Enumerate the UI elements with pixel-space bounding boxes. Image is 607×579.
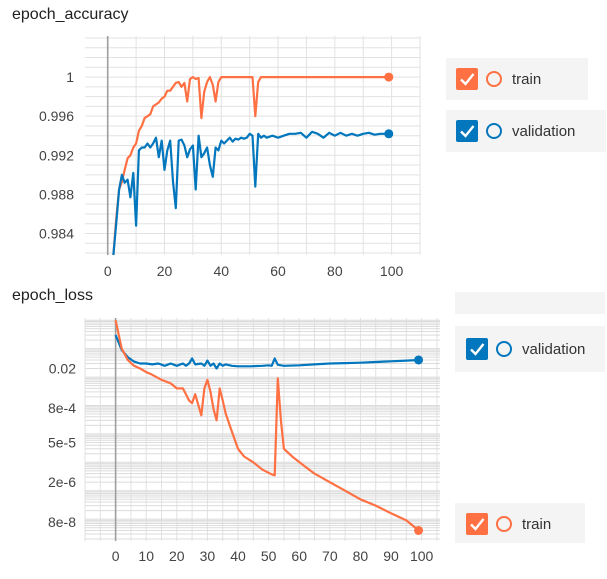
x-tick-label: 90 bbox=[383, 548, 399, 564]
series-train bbox=[114, 319, 424, 535]
validation-checkbox[interactable] bbox=[456, 120, 478, 142]
x-tick-label: 80 bbox=[327, 263, 343, 279]
series-end-point-train bbox=[384, 72, 394, 82]
x-tick-label: 20 bbox=[157, 263, 173, 279]
grid bbox=[85, 36, 421, 255]
series-validation bbox=[114, 334, 424, 370]
legend-label-train: train bbox=[522, 515, 552, 533]
train-checkbox[interactable] bbox=[466, 513, 488, 535]
accuracy-chart-title: epoch_accuracy bbox=[12, 6, 129, 23]
series-line-validation bbox=[112, 130, 389, 256]
y-tick-label: 5e-5 bbox=[48, 434, 76, 450]
legend-item-train[interactable]: train bbox=[456, 64, 541, 94]
check-icon bbox=[470, 518, 485, 531]
legend-item-validation[interactable]: validation bbox=[456, 116, 575, 146]
series-line-validation bbox=[114, 334, 419, 370]
grid bbox=[84, 318, 440, 541]
y-tick-label: 2e-6 bbox=[48, 474, 76, 490]
y-tick-label: 0.988 bbox=[39, 186, 74, 202]
check-icon bbox=[460, 125, 475, 138]
check-icon bbox=[470, 343, 485, 356]
y-tick-label: 0.992 bbox=[39, 147, 74, 163]
y-tick-label: 1 bbox=[66, 69, 74, 85]
circle-icon bbox=[496, 516, 512, 532]
series-line-train bbox=[112, 76, 389, 256]
series-line-train bbox=[114, 319, 420, 532]
series-end-point-train bbox=[414, 525, 424, 535]
y-tick-label: 8e-4 bbox=[48, 400, 76, 416]
y-tick-label: 0.996 bbox=[39, 108, 74, 124]
series-end-point-validation bbox=[384, 129, 394, 139]
series-validation bbox=[112, 129, 394, 256]
check-icon bbox=[460, 73, 475, 86]
loss-chart-title: epoch_loss bbox=[12, 287, 93, 304]
x-tick-label: 60 bbox=[270, 263, 286, 279]
x-tick-label: 0 bbox=[112, 548, 120, 564]
x-tick-label: 100 bbox=[380, 263, 404, 279]
x-tick-label: 100 bbox=[410, 548, 434, 564]
circle-icon bbox=[496, 341, 512, 357]
legend-item-validation[interactable]: validation bbox=[466, 334, 585, 364]
x-tick-label: 80 bbox=[353, 548, 369, 564]
legend-panel bbox=[455, 292, 605, 314]
circle-icon bbox=[486, 123, 502, 139]
x-tick-label: 30 bbox=[200, 548, 216, 564]
x-tick-label: 70 bbox=[322, 548, 338, 564]
accuracy-chart: 0 20 40 60 80 100 0.984 0.988 0.992 0.996 1 bbox=[39, 36, 421, 279]
legend-label-validation: validation bbox=[522, 340, 586, 358]
x-tick-label: 0 bbox=[104, 263, 112, 279]
x-tick-label: 60 bbox=[291, 548, 307, 564]
y-tick-label: 0.02 bbox=[49, 361, 76, 377]
y-tick-label: 8e-8 bbox=[48, 514, 76, 530]
series-train bbox=[112, 72, 394, 256]
legend-label-validation: validation bbox=[512, 122, 576, 140]
train-checkbox[interactable] bbox=[456, 68, 478, 90]
y-tick-label: 0.984 bbox=[39, 225, 74, 241]
validation-checkbox[interactable] bbox=[466, 338, 488, 360]
series-end-point-validation bbox=[414, 355, 424, 365]
x-tick-label: 40 bbox=[213, 263, 229, 279]
legend-item-train[interactable]: train bbox=[466, 509, 551, 539]
x-tick-label: 40 bbox=[230, 548, 246, 564]
circle-icon bbox=[486, 71, 502, 87]
legend-label-train: train bbox=[512, 70, 542, 88]
x-tick-label: 20 bbox=[169, 548, 185, 564]
x-tick-label: 50 bbox=[261, 548, 277, 564]
x-tick-label: 10 bbox=[138, 548, 154, 564]
